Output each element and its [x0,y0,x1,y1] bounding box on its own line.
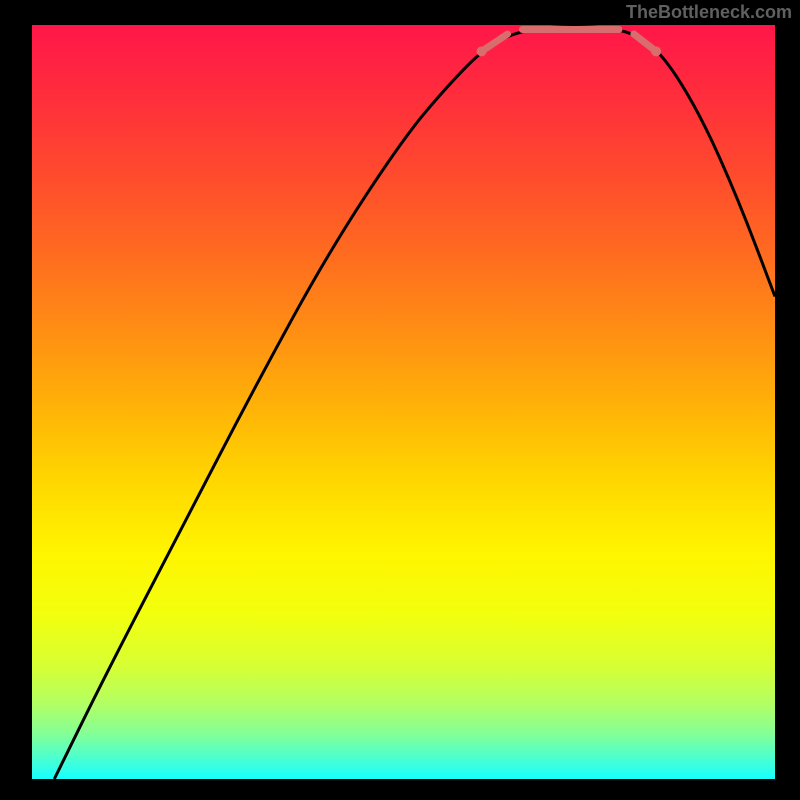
chart-container: { "watermark": { "text": "TheBottleneck.… [0,0,800,800]
bottleneck-curve [32,25,775,779]
plot-area [32,25,775,779]
watermark-text: TheBottleneck.com [626,2,792,23]
curve-line [54,27,775,779]
highlight-region [477,30,662,57]
